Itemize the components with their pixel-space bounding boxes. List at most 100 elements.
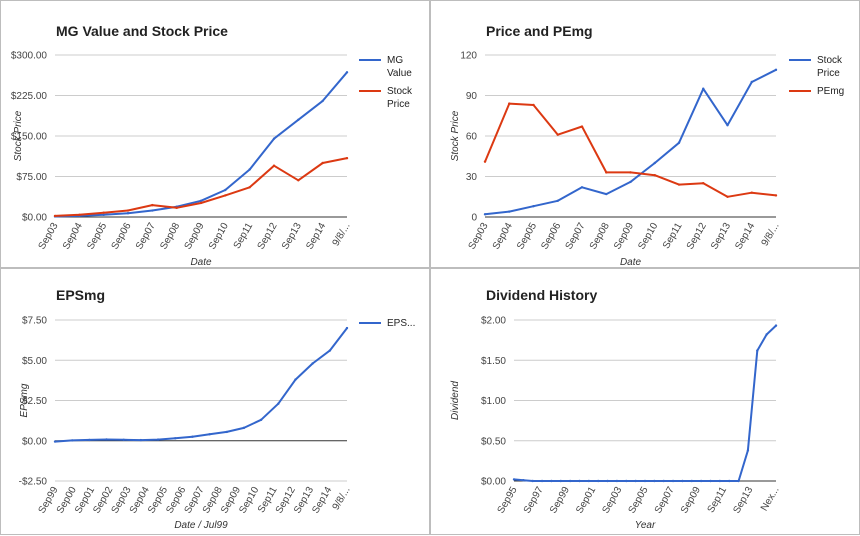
data-point-dividend [690,479,693,483]
series-line-epsmg [54,327,348,443]
data-point-dividend [709,479,712,483]
data-point-mg-value [321,99,324,103]
legend-label-mg-value: Value [387,68,412,79]
data-point-epsmg [70,439,74,442]
x-axis-label: Date [620,257,642,268]
y-axis-label: EPSmg [19,383,30,417]
data-point-stock-price [605,192,608,196]
legend-label-stock-price: Price [387,99,410,110]
x-tick-label: Sep12 [685,221,709,252]
chart-title: MG Value and Stock Price [56,23,228,39]
x-tick-label: Sep07 [653,485,677,516]
data-point-epsmg [53,440,57,443]
data-point-dividend [718,479,722,483]
data-point-pemg [556,133,559,136]
data-point-pemg [508,102,511,105]
x-tick-label: Sep14 [310,485,334,516]
data-point-epsmg [139,438,143,442]
series-line-stock-price [484,68,777,216]
data-point-pemg [483,160,487,163]
data-point-epsmg [259,418,263,422]
y-tick-label: $75.00 [16,172,47,183]
data-point-stock-price [102,211,105,214]
x-tick-label: Sep06 [110,221,134,252]
x-tick-label: Sep05 [515,221,539,252]
data-point-mg-value [151,209,154,212]
series-line-dividend [513,324,777,482]
x-tick-label: Nex... [759,485,782,513]
chart-svg: Dividend History $0.00 $0.50 $1.00 $1.50 $2.0… [450,287,782,531]
data-point-stock-price [175,206,178,210]
x-tick-label: Sep09 [612,221,636,252]
data-point-pemg [774,194,778,197]
y-tick-label: 90 [466,91,478,102]
x-tick-label: Sep11 [661,221,685,251]
x-tick-label: Sep03 [467,221,491,252]
data-point-stock-price [774,68,778,72]
data-point-stock-price [345,156,349,160]
data-point-dividend [522,478,525,482]
x-tick-label: 9/8/... [331,485,353,512]
x-tick-label: Sep10 [207,221,231,252]
data-point-stock-price [702,87,705,90]
x-tick-label: Sep07 [564,221,588,252]
data-point-pemg [702,182,705,185]
legend-label-stock-price: Stock [387,86,413,97]
data-point-stock-price [629,180,632,184]
data-point-mg-value [272,137,276,140]
data-point-pemg [532,103,535,107]
series-line-stock-price [54,157,348,217]
x-tick-label: Sep08 [588,221,612,252]
legend-label-stock-price: Price [817,68,840,79]
x-tick-label: Sep13 [280,221,304,252]
x-tick-label: Sep05 [627,485,651,516]
x-tick-label: Sep11 [706,485,730,515]
x-tick-label: Sep99 [548,485,572,516]
data-point-dividend [531,479,534,483]
data-point-stock-price [483,213,487,216]
data-point-stock-price [53,214,57,218]
data-point-stock-price [248,186,251,189]
data-point-dividend [671,479,675,483]
legend-label-epsmg: EPS... [387,318,415,329]
data-point-pemg [750,191,753,194]
x-tick-label: Sep11 [232,221,256,251]
series-line-mg-value [54,71,348,218]
y-tick-label: 60 [466,132,478,143]
y-tick-label: $225.00 [11,91,48,102]
data-point-dividend [587,479,591,483]
data-point-stock-price [508,210,511,213]
data-point-dividend [699,479,703,483]
data-point-epsmg [277,402,280,405]
x-axis-label: Date [190,257,212,268]
data-point-mg-value [297,118,300,122]
x-tick-label: Sep95 [496,485,520,516]
x-tick-label: Sep09 [679,485,703,516]
data-point-stock-price [126,209,130,212]
y-tick-label: $7.50 [22,316,47,327]
y-tick-label: $1.00 [481,396,506,407]
data-point-stock-price [653,161,656,165]
data-point-epsmg [225,430,228,434]
data-point-stock-price [272,164,276,167]
y-tick-label: 30 [466,172,478,183]
x-tick-label: Sep08 [158,221,182,252]
x-tick-label: Sep03 [600,485,624,516]
chart-title: EPSmg [56,287,105,303]
y-tick-label: $0.00 [22,213,47,224]
x-tick-label: Sep03 [37,221,61,252]
y-tick-label: $150.00 [11,132,48,143]
chart-panel-mg-value-stock-price: MG Value and Stock Price $0.00 $75.00 $150.… [0,0,430,268]
data-point-epsmg [174,437,177,440]
x-tick-label: Sep14 [733,221,757,252]
y-axis-label: Dividend [450,381,461,420]
x-tick-label: Sep09 [183,221,207,252]
data-point-stock-price [750,80,753,84]
x-tick-label: Sep04 [491,221,515,252]
data-point-pemg [629,171,632,174]
y-tick-label: $0.00 [481,477,506,488]
data-point-pemg [677,183,681,186]
y-tick-label: $2.00 [481,316,506,327]
legend-label-stock-price: Stock [817,55,843,66]
chart-svg: EPSmg-$2.50$0.00$2.50$5.00$7.50EPSmgSep9… [19,287,416,531]
